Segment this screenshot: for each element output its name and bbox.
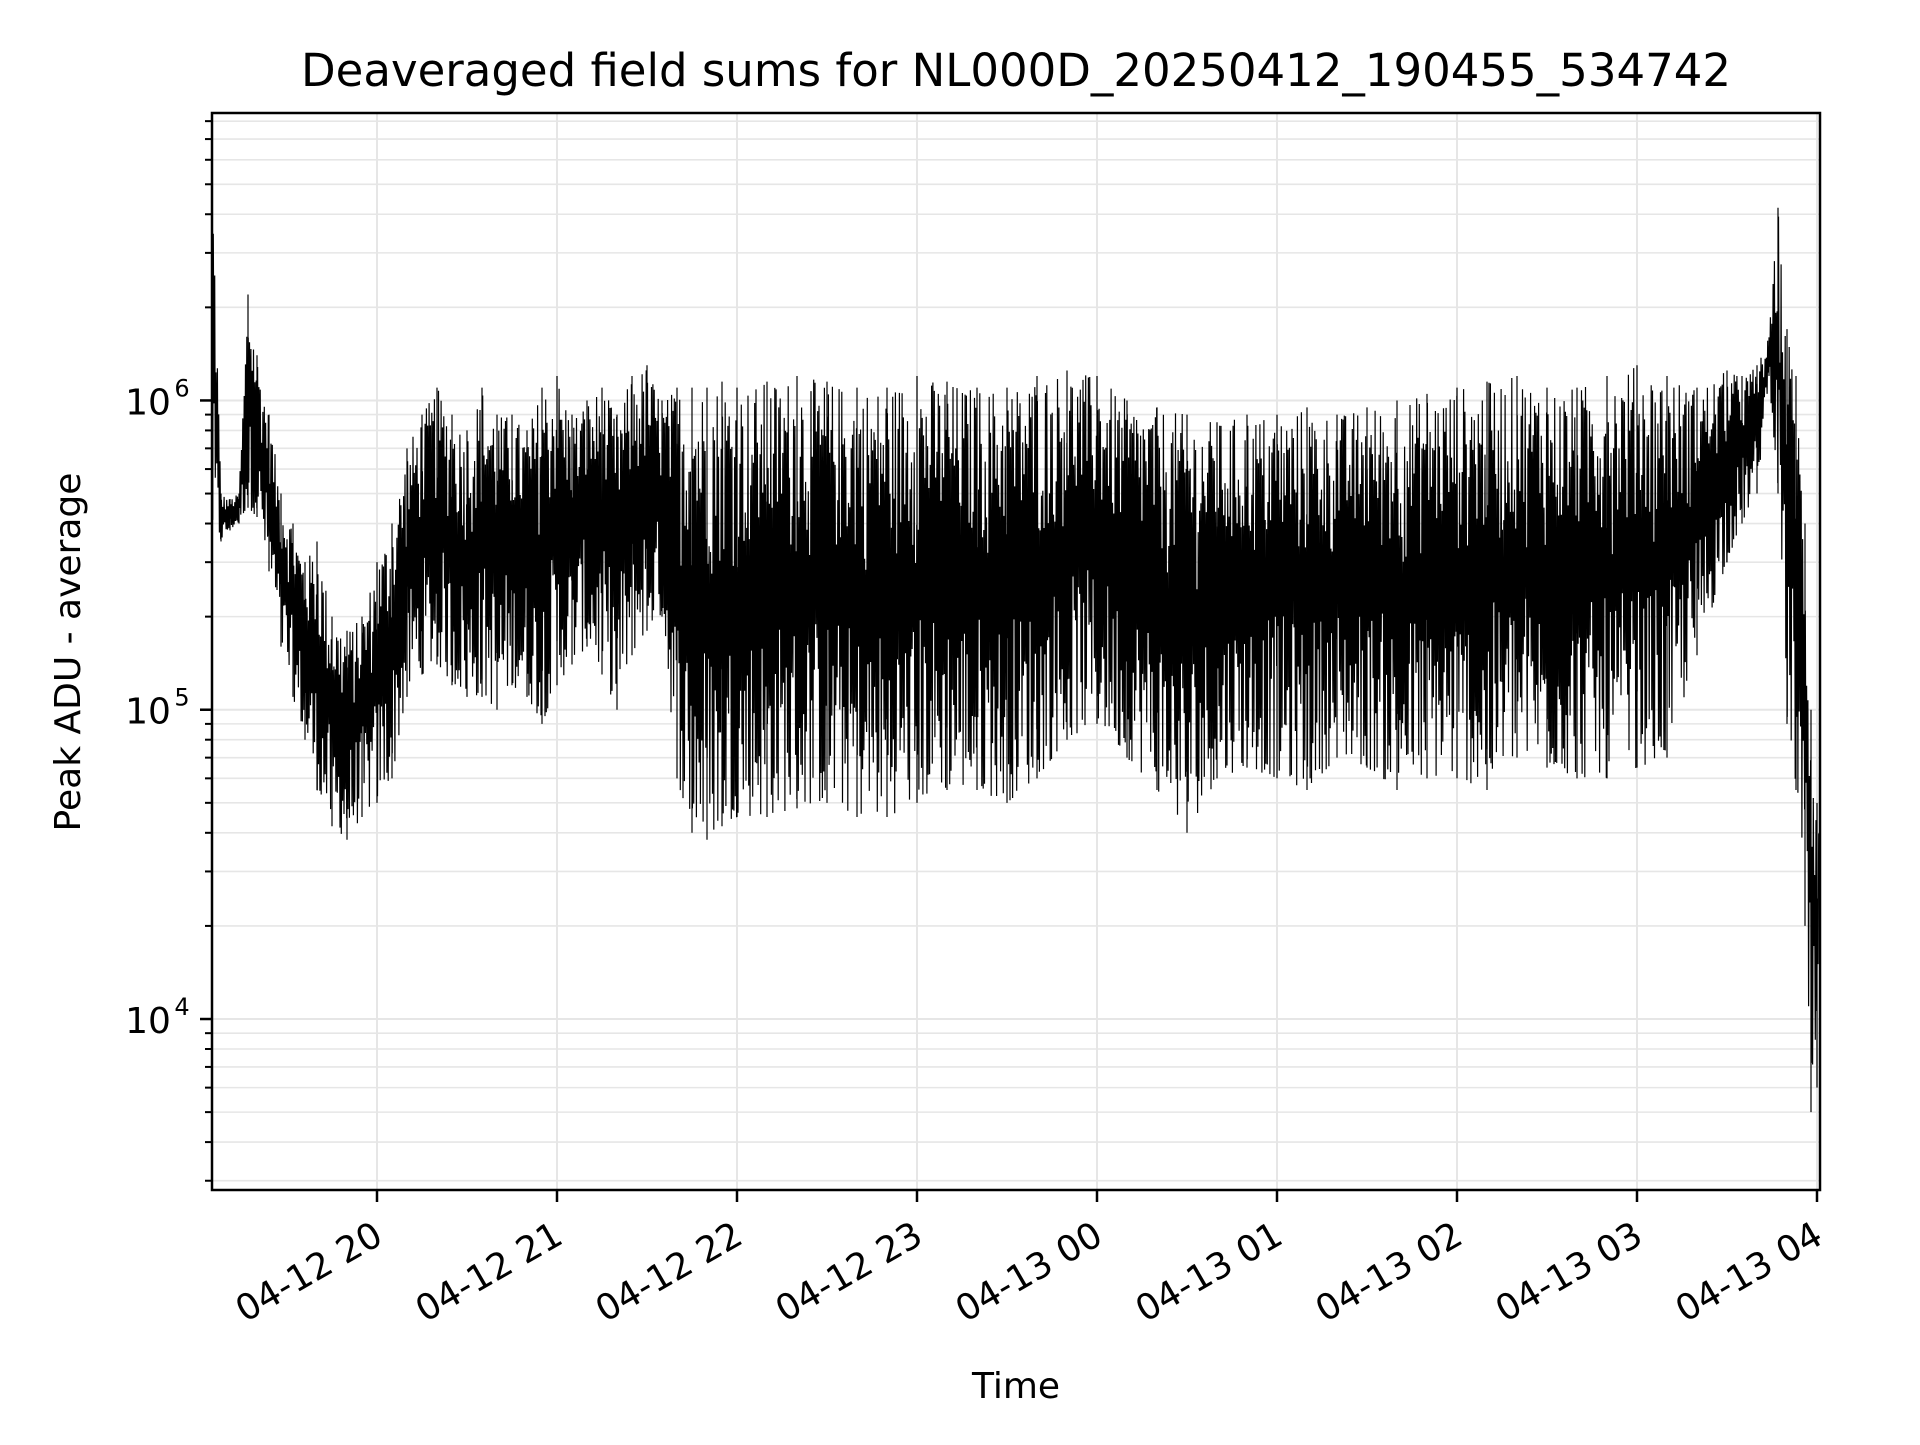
y-tick-exponent: 4 (174, 993, 189, 1021)
x-axis-label: Time (971, 1366, 1060, 1407)
y-tick-label: 10 (125, 382, 171, 423)
series-line (211, 184, 1821, 1065)
plot-frame (210, 111, 1822, 1192)
y-tick-label: 10 (125, 692, 171, 733)
y-axis-label: Peak ADU - average (48, 473, 89, 832)
chart-title: Deaveraged field sums for NL000D_2025041… (301, 44, 1731, 97)
y-tick-exponent: 6 (174, 374, 189, 402)
y-tick-exponent: 5 (174, 684, 189, 712)
y-tick-label: 10 (125, 1001, 171, 1042)
